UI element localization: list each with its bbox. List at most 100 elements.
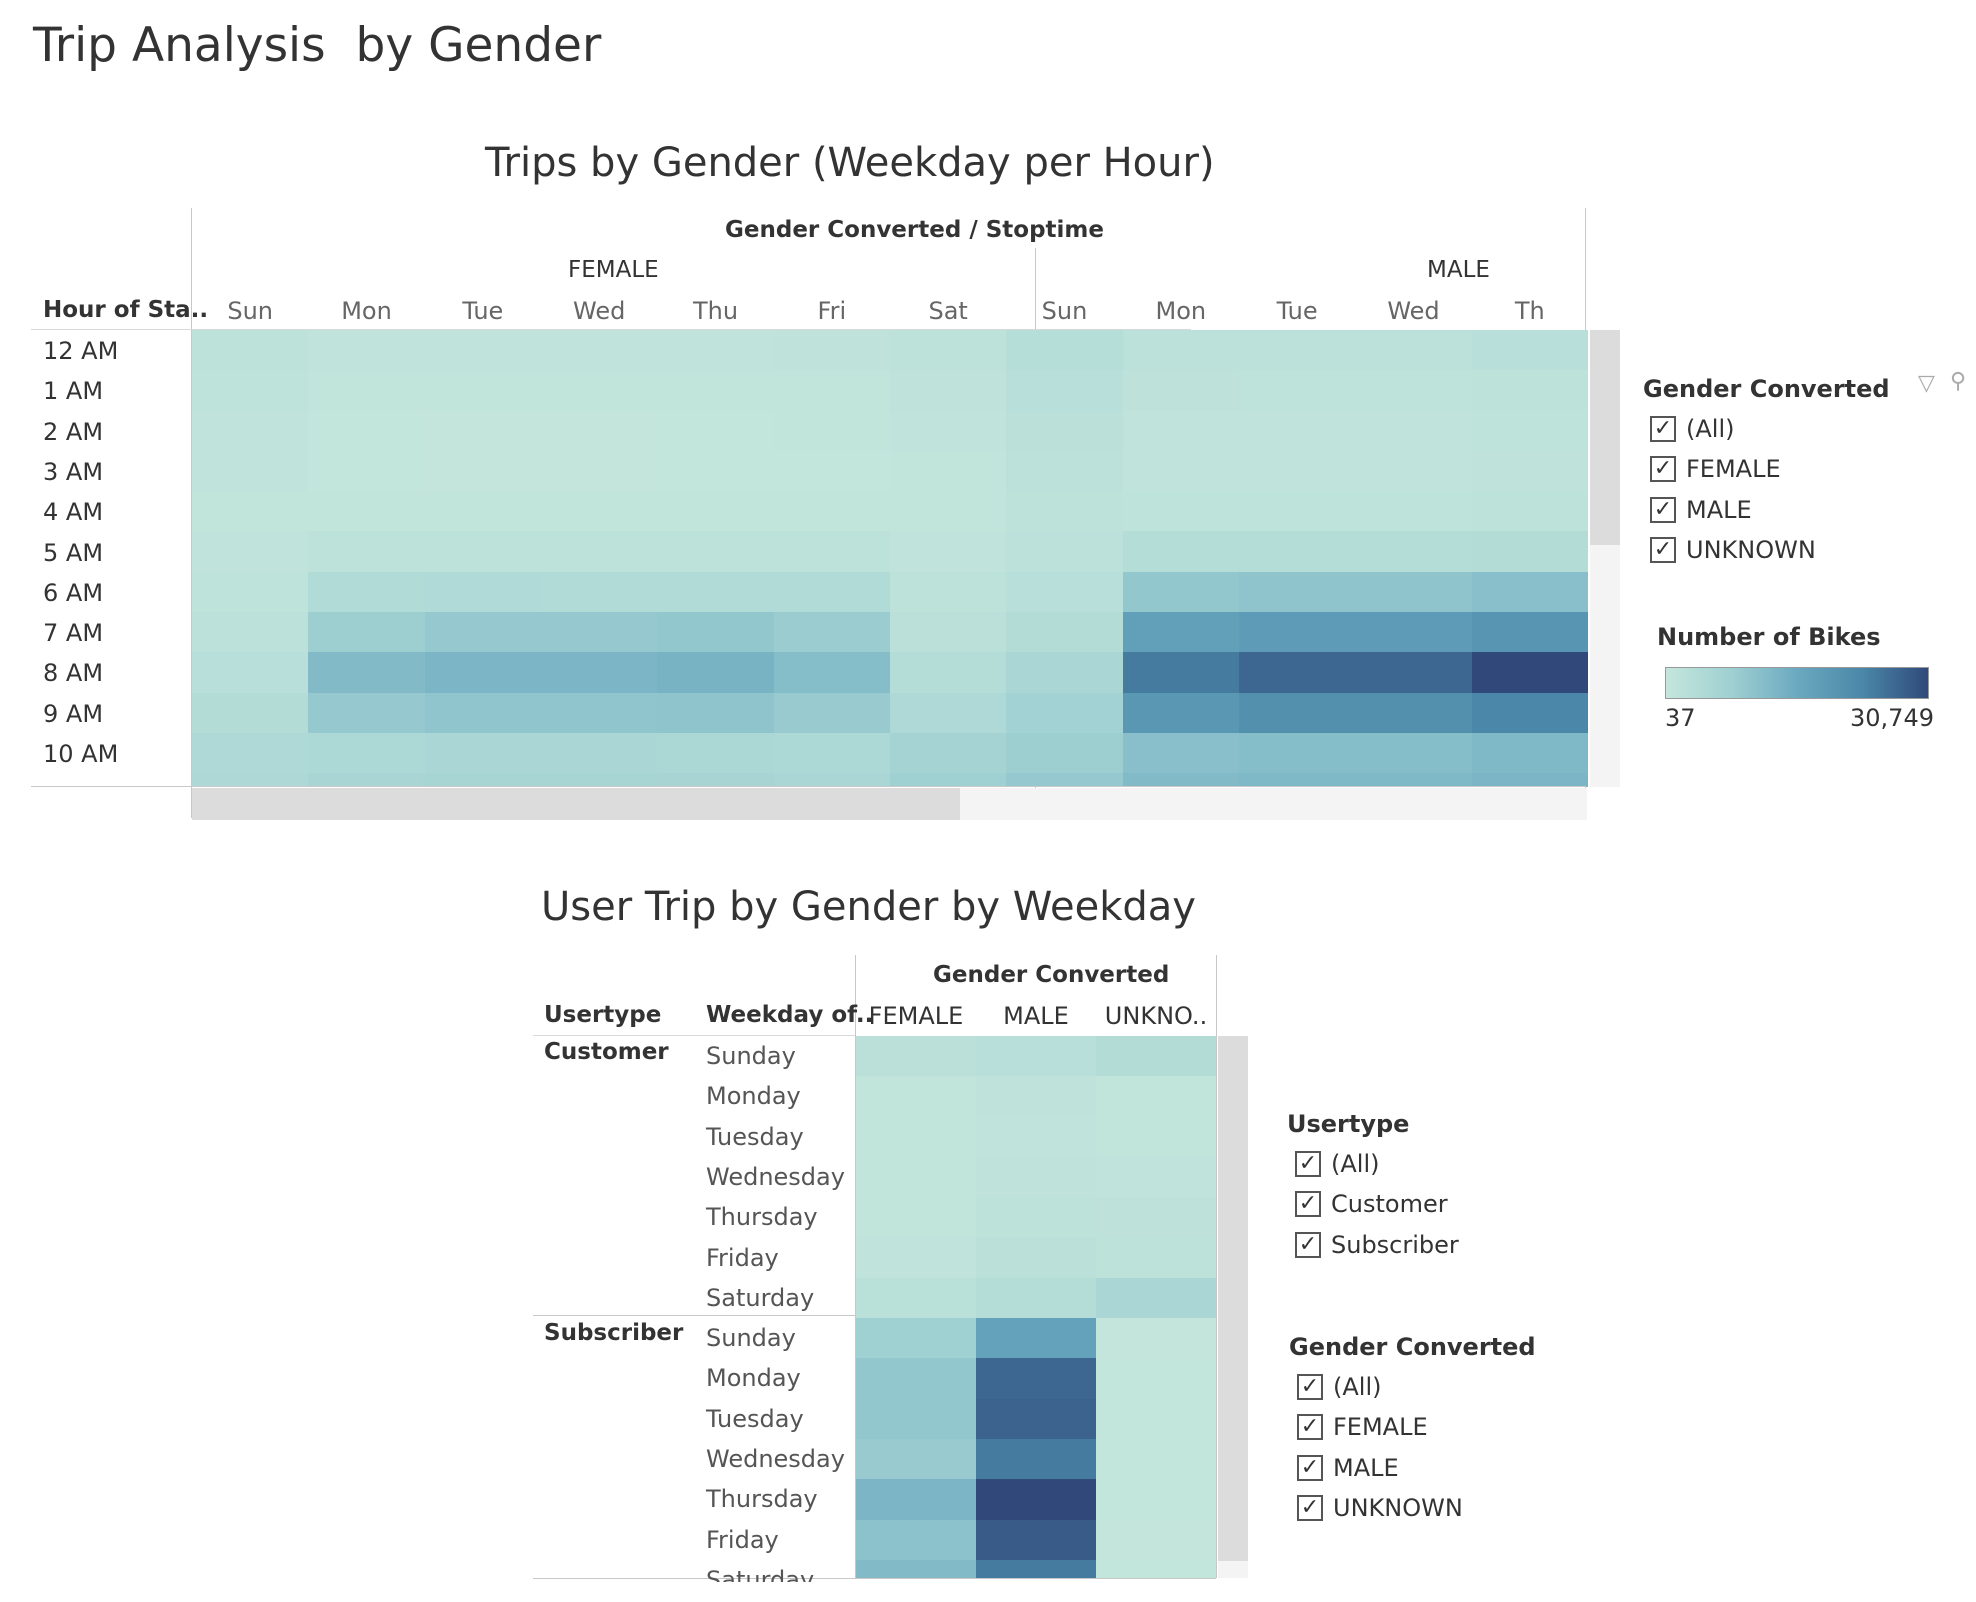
checkbox[interactable]: ✓ (1650, 456, 1676, 483)
heatmap-cell (773, 410, 890, 451)
heatmap-cell (1355, 773, 1472, 787)
hour-label: 2 AM (43, 417, 104, 446)
heatmap-cell (1355, 410, 1472, 451)
heatmap-cell (1471, 491, 1588, 532)
heatmap2-column-header: Gender Converted (933, 962, 1170, 988)
weekday-label: Wednesday (706, 1444, 845, 1473)
heatmap1-horizontal-scroll-thumb[interactable] (192, 788, 960, 820)
checkbox[interactable]: ✓ (1295, 1151, 1321, 1177)
checkbox[interactable]: ✓ (1297, 1414, 1323, 1441)
heatmap-cell (1006, 410, 1123, 451)
heatmap-cell (1096, 1479, 1216, 1520)
filter-icon[interactable]: ▽ (1918, 371, 1935, 396)
heatmap-cell (1471, 732, 1588, 774)
heatmap-cell (1006, 450, 1123, 492)
heatmap-cell (976, 1076, 1096, 1117)
filter-option[interactable]: ✓ Subscriber (1295, 1231, 1459, 1259)
heatmap1-gender-female: FEMALE (568, 257, 659, 283)
color-legend-ramp (1665, 667, 1929, 699)
filter-option[interactable]: ✓ (All) (1650, 415, 1734, 443)
weekday-label: Friday (706, 1243, 779, 1272)
heatmap-cell (856, 1398, 976, 1439)
heatmap-cell (1006, 571, 1123, 613)
filter-option[interactable]: ✓ Customer (1295, 1190, 1448, 1218)
dashboard-title: Trip Analysis by Gender (33, 18, 602, 73)
heatmap-cell (773, 370, 890, 411)
heatmap2-scroll-thumb[interactable] (1218, 1036, 1248, 1561)
column-header: FEMALE (868, 1002, 964, 1030)
heatmap-cell (773, 732, 890, 774)
heatmap-cell (773, 450, 890, 492)
checkbox-label: (All) (1331, 1150, 1380, 1178)
hour-label: 12 AM (43, 337, 119, 365)
filter-option[interactable]: ✓ UNKNOWN (1297, 1494, 1463, 1522)
heatmap-cell (541, 491, 658, 532)
weekday-label: Monday (706, 1082, 801, 1111)
heatmap-cell (541, 652, 658, 693)
filter-option[interactable]: ✓ MALE (1297, 1454, 1399, 1482)
checkbox[interactable]: ✓ (1650, 536, 1676, 563)
heatmap-cell (657, 612, 774, 653)
weekday-label: Tuesday (706, 1404, 804, 1433)
heatmap-cell (856, 1116, 976, 1157)
heatmap-cell (1006, 370, 1123, 411)
checkbox-label: UNKNOWN (1333, 1493, 1463, 1522)
filter-option[interactable]: ✓ UNKNOWN (1650, 536, 1816, 564)
heatmap-cell (424, 491, 541, 532)
heatmap-cell (657, 410, 774, 451)
gender-filter2-title: Gender Converted (1289, 1333, 1536, 1361)
heatmap-cell (308, 732, 425, 774)
checkbox[interactable]: ✓ (1650, 416, 1676, 442)
heatmap-cell (976, 1156, 1096, 1198)
checkbox[interactable]: ✓ (1297, 1454, 1323, 1481)
group-label-subscriber: Subscriber (544, 1320, 684, 1346)
weekday-label: Sunday (706, 1324, 796, 1352)
weekday-label: Saturday (706, 1565, 815, 1582)
heatmap-cell (856, 1197, 976, 1238)
heatmap-cell (773, 652, 890, 693)
checkbox-label: UNKNOWN (1686, 535, 1816, 564)
heatmap2-left-border (855, 955, 856, 1578)
filter-option[interactable]: ✓ FEMALE (1650, 455, 1781, 483)
heatmap-cell (308, 491, 425, 532)
heatmap-cell (657, 773, 774, 787)
checkbox[interactable]: ✓ (1650, 496, 1676, 523)
checkbox-label: MALE (1686, 495, 1752, 524)
filter-option[interactable]: ✓ MALE (1650, 496, 1752, 524)
heatmap-cell (1122, 692, 1239, 733)
heatmap-cell (192, 410, 309, 451)
checkbox[interactable]: ✓ (1297, 1374, 1323, 1400)
hour-label: 6 AM (43, 578, 104, 607)
hour-label: 7 AM (43, 619, 104, 648)
day-header: Thu (692, 297, 739, 325)
heatmap-cell (890, 410, 1007, 451)
filter-option[interactable]: ✓ (All) (1295, 1150, 1379, 1178)
heatmap-cell (890, 330, 1007, 371)
heatmap-cell (856, 1277, 976, 1319)
heatmap-cell (976, 1277, 1096, 1319)
heatmap1-column-header: Gender Converted / Stoptime (725, 217, 1104, 243)
filter-option[interactable]: ✓ (All) (1297, 1373, 1381, 1401)
heatmap-cell (856, 1438, 976, 1480)
day-header: Fri (817, 297, 847, 325)
day-header: Th (1514, 297, 1545, 325)
heatmap-cell (1239, 531, 1356, 572)
weekday-label: Wednesday (706, 1162, 845, 1191)
heatmap-cell (1096, 1277, 1216, 1319)
heatmap-cell (1355, 612, 1472, 653)
heatmap2-usertype-header: Usertype (544, 1002, 662, 1028)
heatmap-cell (856, 1358, 976, 1399)
checkbox[interactable]: ✓ (1295, 1191, 1321, 1218)
heatmap-cell (192, 692, 309, 733)
heatmap1-bottom-border (31, 786, 1586, 787)
heatmap-cell (1006, 330, 1123, 371)
heatmap-cell (657, 330, 774, 371)
filter-option[interactable]: ✓ FEMALE (1297, 1413, 1428, 1441)
checkbox[interactable]: ✓ (1297, 1494, 1323, 1521)
heatmap-cell (424, 692, 541, 733)
heatmap-cell (856, 1036, 976, 1077)
heatmap-cell (890, 450, 1007, 492)
heatmap1-vertical-scroll-thumb[interactable] (1590, 330, 1620, 545)
checkbox[interactable]: ✓ (1295, 1231, 1321, 1258)
search-icon[interactable]: ⚲ (1950, 369, 1967, 394)
